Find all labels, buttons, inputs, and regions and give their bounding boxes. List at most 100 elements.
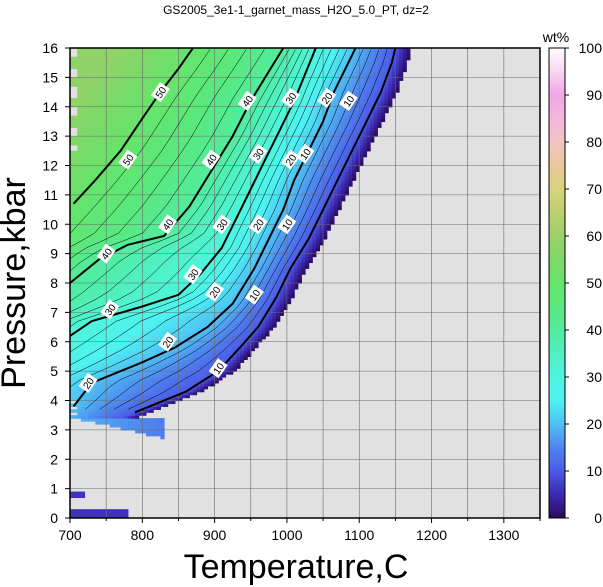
heatmap-cell xyxy=(102,221,107,225)
heatmap-cell xyxy=(236,271,241,275)
heatmap-cell xyxy=(131,236,136,240)
heatmap-cell xyxy=(117,379,122,384)
heatmap-cell xyxy=(258,277,263,281)
heatmap-cell xyxy=(160,277,165,281)
heatmap-cell xyxy=(218,189,223,193)
heatmap-cell xyxy=(145,306,151,311)
heatmap-cell xyxy=(196,183,201,187)
heatmap-cell xyxy=(250,197,255,202)
heatmap-cell xyxy=(164,330,169,334)
heatmap-cell xyxy=(312,183,317,187)
heatmap-cell xyxy=(229,294,234,299)
heatmap-cell xyxy=(243,321,248,325)
heatmap-cell xyxy=(203,209,208,214)
heatmap-cell xyxy=(272,285,277,290)
heatmap-cell xyxy=(156,280,161,284)
heatmap-cell xyxy=(124,271,129,275)
heatmap-cell xyxy=(127,174,133,178)
heatmap-cell xyxy=(185,374,190,378)
heatmap-cell xyxy=(214,186,219,190)
heatmap-cell xyxy=(268,318,274,322)
heatmap-cell xyxy=(106,236,111,240)
heatmap-cell xyxy=(120,412,125,416)
heatmap-cell xyxy=(98,280,104,284)
heatmap-cell xyxy=(102,291,107,296)
heatmap-cell xyxy=(91,394,96,399)
heatmap-cell xyxy=(117,350,122,355)
heatmap-cell xyxy=(207,330,212,334)
heatmap-cell xyxy=(182,303,187,308)
heatmap-cell xyxy=(254,183,259,187)
heatmap-cell xyxy=(200,250,205,255)
heatmap-cell xyxy=(312,247,317,252)
heatmap-cell xyxy=(171,203,176,208)
heatmap-cell xyxy=(138,318,143,322)
heatmap-cell xyxy=(88,259,93,264)
heatmap-cell xyxy=(290,174,295,178)
heatmap-cell xyxy=(192,183,198,187)
heatmap-cell xyxy=(254,186,259,190)
heatmap-cell xyxy=(73,388,78,393)
heatmap-cell xyxy=(164,394,169,399)
heatmap-cell xyxy=(178,271,183,275)
heatmap-cell xyxy=(95,209,100,214)
heatmap-cell xyxy=(247,338,252,343)
heatmap-cell xyxy=(145,421,151,425)
heatmap-cell xyxy=(189,353,194,358)
heatmap-cell xyxy=(77,256,82,261)
heatmap-cell xyxy=(207,186,212,190)
heatmap-cell xyxy=(156,300,161,305)
heatmap-cell xyxy=(250,215,255,219)
heatmap-cell xyxy=(145,403,151,407)
heatmap-cell xyxy=(218,203,223,208)
heatmap-cell xyxy=(171,362,176,366)
heatmap-cell xyxy=(276,280,281,284)
heatmap-cell xyxy=(337,177,342,181)
heatmap-cell xyxy=(268,218,274,222)
heatmap-cell xyxy=(142,218,147,222)
heatmap-cell xyxy=(98,268,104,272)
heatmap-cell xyxy=(167,200,172,205)
heatmap-cell xyxy=(135,335,140,340)
heatmap-cell xyxy=(247,327,252,331)
heatmap-cell xyxy=(319,194,324,199)
heatmap-cell xyxy=(117,294,122,299)
heatmap-cell xyxy=(301,227,306,231)
heatmap-cell xyxy=(124,421,129,425)
heatmap-cell xyxy=(189,197,194,202)
heatmap-cell xyxy=(117,356,122,360)
heatmap-cell xyxy=(124,288,129,293)
heatmap-cell xyxy=(323,227,328,231)
heatmap-cell xyxy=(131,315,136,319)
heatmap-cell xyxy=(218,350,223,355)
heatmap-cell xyxy=(164,312,169,316)
heatmap-cell xyxy=(91,312,96,316)
heatmap-cell xyxy=(225,186,230,190)
heatmap-cell xyxy=(279,277,284,281)
heatmap-cell xyxy=(138,221,143,225)
heatmap-cell xyxy=(229,180,234,184)
heatmap-cell xyxy=(283,241,288,246)
heatmap-cell xyxy=(236,327,241,331)
heatmap-cell xyxy=(167,365,172,369)
heatmap-cell xyxy=(218,256,223,261)
heatmap-cell xyxy=(185,197,190,202)
heatmap-cell xyxy=(276,312,281,316)
heatmap-cell xyxy=(84,262,89,266)
heatmap-cell xyxy=(261,291,266,296)
heatmap-cell xyxy=(77,379,82,384)
heatmap-cell xyxy=(218,262,223,266)
heatmap-cell xyxy=(171,262,176,266)
heatmap-cell xyxy=(73,238,78,243)
heatmap-cell xyxy=(297,259,302,264)
heatmap-cell xyxy=(254,247,259,252)
heatmap-cell xyxy=(145,189,151,193)
heatmap-cell xyxy=(91,197,96,202)
heatmap-cell xyxy=(149,294,154,299)
heatmap-cell xyxy=(239,312,245,316)
heatmap-cell xyxy=(218,191,223,196)
heatmap-cell xyxy=(124,285,129,290)
heatmap-cell xyxy=(113,332,118,337)
heatmap-cell xyxy=(138,291,143,296)
heatmap-cell xyxy=(153,356,158,360)
